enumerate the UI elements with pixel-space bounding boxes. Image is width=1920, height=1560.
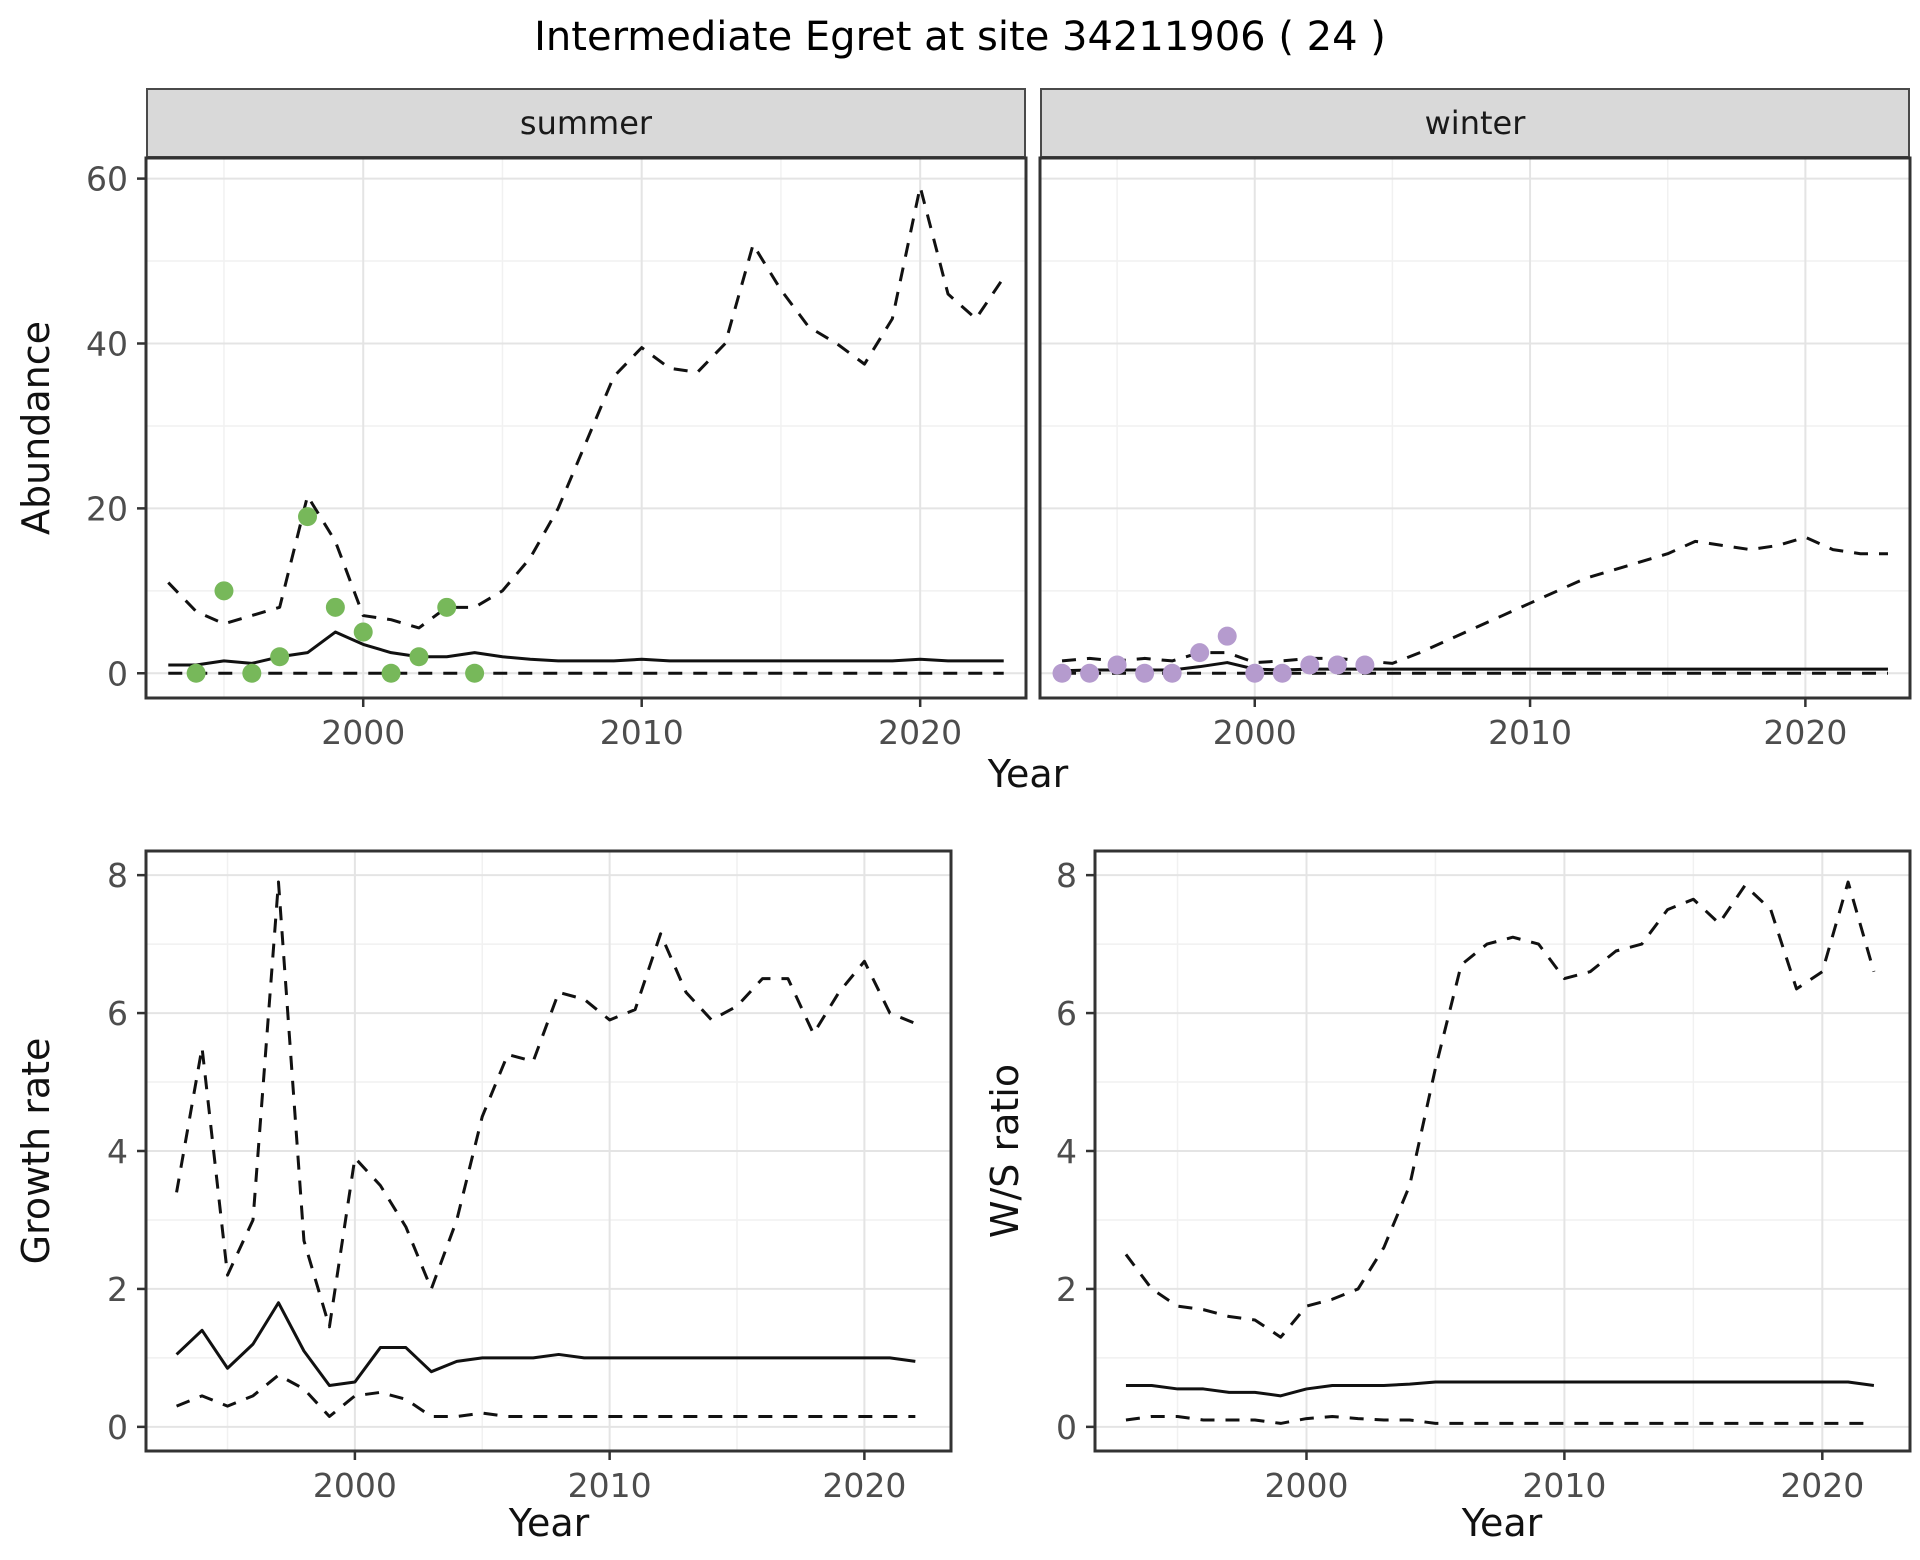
svg-text:0: 0 [1056,1408,1077,1447]
winter-abundance-chart: 2000 2010 2020 [1038,156,1912,752]
svg-text:2010: 2010 [600,713,684,752]
series-lower-ci [176,1373,916,1419]
series-median [168,630,1004,667]
observed-counts-point [1217,626,1237,646]
observed-counts-point [381,663,401,683]
svg-text:4: 4 [1056,1132,1077,1171]
observed-counts-point [1300,655,1320,675]
observed-counts-point [1135,663,1155,683]
summer-abundance-chart: 2000 2010 2020 0 20 40 60 [86,156,1028,752]
observed-counts-point [1080,663,1100,683]
observed-counts-point [1355,655,1375,675]
observed-counts-point [1272,663,1292,683]
svg-text:2: 2 [107,1270,128,1309]
facet-strip-summer: summer [146,88,1026,158]
svg-text:2000: 2000 [321,713,405,752]
facet-strip-winter-label: winter [1424,104,1526,142]
svg-text:2000: 2000 [313,1466,397,1505]
observed-counts-point [1190,643,1210,663]
growth-x-axis-label: Year [508,1501,590,1545]
svg-text:2010: 2010 [568,1466,652,1505]
svg-text:0: 0 [107,1408,128,1447]
observed-counts-point [1327,655,1347,675]
observed-counts-point [214,581,234,601]
svg-text:2020: 2020 [822,1466,906,1505]
svg-text:2020: 2020 [878,713,962,752]
facet-strip-summer-label: summer [519,104,653,142]
series-upper-ci [167,185,1005,630]
facet-strip-winter: winter [1040,88,1910,158]
ws-y-axis-label: W/S ratio [983,1063,1027,1239]
observed-counts-point [1245,663,1265,683]
series-median [1125,1380,1875,1398]
svg-text:8: 8 [107,856,128,895]
series-median [175,1301,916,1387]
ws-x-axis-label: Year [1461,1501,1543,1545]
observed-counts-point [270,647,290,667]
observed-counts-point [325,597,345,617]
abundance-x-axis-label: Year [987,752,1069,796]
observed-counts-point [409,647,429,667]
svg-text:40: 40 [86,324,128,363]
svg-text:2020: 2020 [1763,713,1847,752]
observed-counts-point [1107,655,1127,675]
ws-ratio-chart: 2000 2010 2020 0 2 4 6 8 [1056,849,1912,1505]
observed-counts-point [465,663,485,683]
observed-counts-point [298,507,318,527]
series-lower-ci [1125,1415,1874,1425]
svg-text:2: 2 [1056,1270,1077,1309]
svg-text:60: 60 [86,160,128,199]
svg-text:2000: 2000 [1264,1466,1348,1505]
growth-y-axis-label: Growth rate [14,1037,58,1265]
chart-title: Intermediate Egret at site 34211906 ( 24… [534,14,1386,60]
observed-counts-point [437,597,457,617]
svg-text:20: 20 [86,489,128,528]
series-upper-ci [175,880,916,1329]
svg-text:8: 8 [1056,856,1077,895]
svg-text:0: 0 [107,654,128,693]
svg-text:2000: 2000 [1213,713,1297,752]
svg-text:6: 6 [1056,994,1077,1033]
abundance-y-axis-label: Abundance [14,320,58,536]
observed-counts-point [242,663,262,683]
observed-counts-point [1052,663,1072,683]
svg-text:2010: 2010 [1522,1466,1606,1505]
growth-rate-chart: 2000 2010 2020 0 2 4 6 8 [107,849,953,1505]
svg-text:6: 6 [107,994,128,1033]
svg-text:2010: 2010 [1488,713,1572,752]
observed-counts-point [353,622,373,642]
svg-text:2020: 2020 [1780,1466,1864,1505]
observed-counts-point [186,663,206,683]
series-median [1061,661,1888,673]
svg-text:4: 4 [107,1132,128,1171]
observed-counts-point [1162,663,1182,683]
